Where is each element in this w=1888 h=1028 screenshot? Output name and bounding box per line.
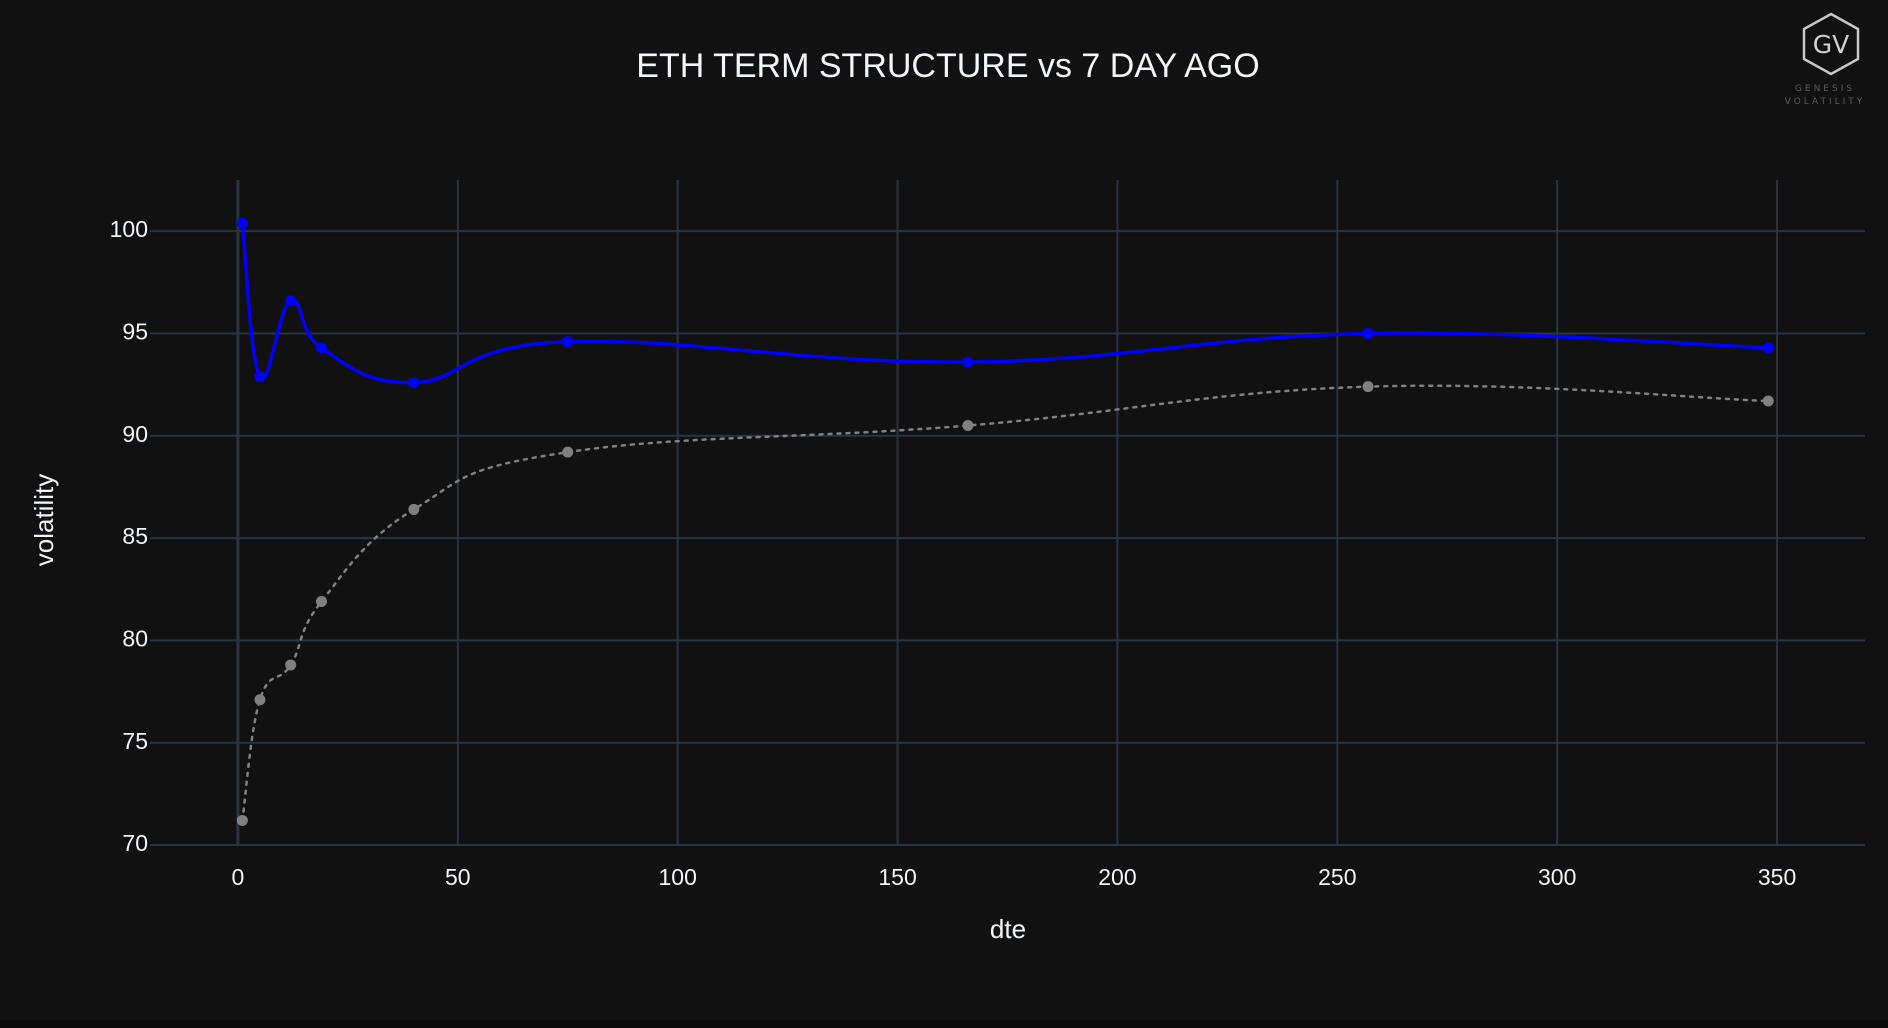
previous-series-point xyxy=(285,659,297,671)
previous-series-point xyxy=(254,694,266,706)
y-tick-label: 90 xyxy=(122,421,148,447)
current-series-point xyxy=(254,370,266,382)
x-tick-label: 350 xyxy=(1758,864,1796,890)
previous-series-point xyxy=(1762,395,1774,407)
current-series-point xyxy=(562,336,574,348)
current-series-line xyxy=(240,221,1771,385)
previous-series-point xyxy=(316,596,327,608)
x-tick-label: 50 xyxy=(445,864,471,890)
current-series xyxy=(236,217,1774,389)
hexagon-logo-icon: GV xyxy=(1802,12,1860,76)
previous-series-point xyxy=(236,814,248,826)
y-tick-label: 100 xyxy=(110,216,148,242)
previous-series-point xyxy=(962,420,974,432)
x-axis-label: dte xyxy=(990,914,1026,944)
x-tick-label: 100 xyxy=(659,864,697,890)
bottom-strip xyxy=(0,1020,1888,1028)
y-tick-label: 75 xyxy=(122,728,148,754)
x-tick-label: 150 xyxy=(878,864,916,890)
current-series-point xyxy=(285,295,297,307)
current-series-point xyxy=(236,217,248,229)
axis-ticks: 0 50 100 150 200 250 300 350 70 75 80 85 90 95 100 xyxy=(110,216,1797,890)
y-tick-label: 80 xyxy=(122,625,148,651)
previous-series-point xyxy=(408,503,420,515)
current-series-point xyxy=(962,356,974,368)
grid xyxy=(150,180,1865,846)
x-tick-label: 300 xyxy=(1538,864,1576,890)
y-tick-label: 85 xyxy=(122,523,148,549)
previous-series-line xyxy=(241,384,1770,822)
previous-series xyxy=(236,381,1774,826)
x-tick-label: 200 xyxy=(1098,864,1136,890)
current-series-point xyxy=(1762,342,1774,354)
x-tick-label: 250 xyxy=(1318,864,1356,890)
logo-line-2: VOLATILITY xyxy=(1784,97,1866,107)
current-series-point xyxy=(1362,327,1374,339)
y-tick-label: 70 xyxy=(122,830,148,856)
x-tick-label: 0 xyxy=(232,864,245,890)
y-axis-label: volatility xyxy=(29,474,59,566)
previous-series-point xyxy=(1362,381,1374,393)
genesis-volatility-logo: GV GENESIS VOLATILITY xyxy=(1770,12,1880,112)
current-series-point xyxy=(316,342,327,354)
current-series-point xyxy=(408,377,420,389)
logo-mark: GV xyxy=(1813,30,1849,59)
chart-title: ETH TERM STRUCTURE vs 7 DAY AGO xyxy=(636,47,1259,85)
logo-line-1: GENESIS xyxy=(1794,84,1856,94)
previous-series-point xyxy=(562,446,574,458)
y-tick-label: 95 xyxy=(122,319,148,345)
plot-area xyxy=(236,217,1774,826)
